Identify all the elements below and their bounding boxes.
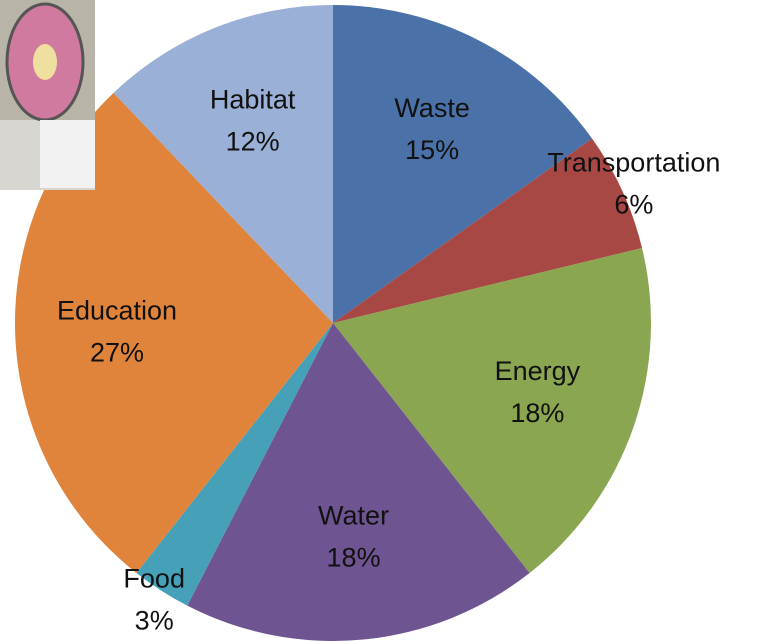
slice-value-label: 3% [135,605,174,635]
slice-label: Water [318,500,389,530]
pie-slice [187,323,530,641]
photo [0,0,95,190]
slice-label: Education [57,295,177,325]
pie-slice [333,5,593,323]
slice-value-label: 15% [405,135,459,165]
slice-label: Waste [394,93,470,123]
slice-label: Transportation [547,148,720,178]
slice-label: Food [123,563,185,593]
pie-slice [14,92,334,573]
pie-slice [333,248,651,573]
slice-value-label: 18% [327,542,381,572]
slice-label: Energy [495,356,581,386]
slice-label: Habitat [210,84,296,114]
pie-slice [333,138,643,323]
pie-slice [136,323,333,606]
slice-value-label: 18% [510,398,564,428]
slice-value-label: 27% [90,337,144,367]
slice-value-label: 12% [226,126,280,156]
slice-value-label: 6% [614,190,653,220]
pie-slice [113,5,333,323]
